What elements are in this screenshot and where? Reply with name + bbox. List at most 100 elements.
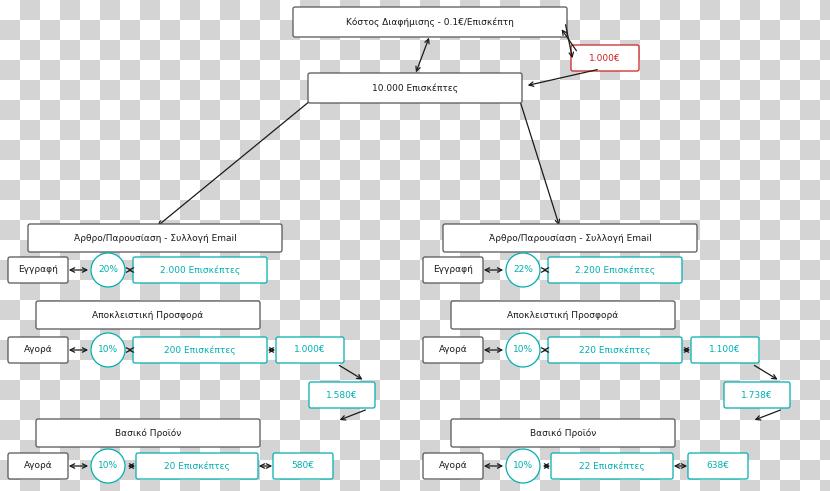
Bar bbox=[20, 220, 40, 240]
Bar bbox=[680, 280, 700, 300]
Bar bbox=[140, 180, 160, 200]
Bar bbox=[260, 460, 280, 480]
Bar bbox=[160, 240, 180, 260]
Bar bbox=[120, 180, 140, 200]
Bar bbox=[460, 300, 480, 320]
Bar bbox=[520, 440, 540, 460]
Bar bbox=[20, 380, 40, 400]
Bar bbox=[520, 420, 540, 440]
Bar bbox=[800, 440, 820, 460]
Bar bbox=[760, 120, 780, 140]
Bar bbox=[200, 340, 220, 360]
Bar bbox=[600, 380, 620, 400]
Bar bbox=[740, 120, 760, 140]
Bar bbox=[740, 360, 760, 380]
Bar bbox=[660, 100, 680, 120]
Bar bbox=[220, 460, 240, 480]
FancyBboxPatch shape bbox=[293, 7, 567, 37]
Bar bbox=[680, 360, 700, 380]
Bar bbox=[800, 80, 820, 100]
Bar bbox=[740, 400, 760, 420]
Bar bbox=[260, 120, 280, 140]
Bar bbox=[740, 380, 760, 400]
Bar bbox=[420, 220, 440, 240]
Bar bbox=[280, 240, 300, 260]
Bar bbox=[420, 320, 440, 340]
Text: 10%: 10% bbox=[98, 346, 118, 355]
Bar bbox=[60, 160, 80, 180]
Bar bbox=[0, 420, 20, 440]
Bar bbox=[80, 100, 100, 120]
Bar bbox=[780, 380, 800, 400]
Bar bbox=[180, 220, 200, 240]
Bar bbox=[180, 40, 200, 60]
Bar bbox=[300, 140, 320, 160]
Bar bbox=[460, 360, 480, 380]
Bar bbox=[160, 440, 180, 460]
Bar bbox=[500, 460, 520, 480]
Bar bbox=[540, 380, 560, 400]
Bar bbox=[660, 480, 680, 491]
Bar bbox=[680, 80, 700, 100]
Bar bbox=[80, 240, 100, 260]
Bar bbox=[420, 380, 440, 400]
Bar bbox=[680, 140, 700, 160]
Bar bbox=[180, 340, 200, 360]
Bar bbox=[140, 140, 160, 160]
Bar bbox=[20, 280, 40, 300]
Bar bbox=[500, 140, 520, 160]
Bar bbox=[20, 100, 40, 120]
Bar bbox=[100, 0, 120, 20]
Bar bbox=[0, 380, 20, 400]
Bar bbox=[0, 0, 20, 20]
Ellipse shape bbox=[506, 253, 540, 287]
Bar bbox=[400, 440, 420, 460]
Bar bbox=[260, 420, 280, 440]
Bar bbox=[440, 120, 460, 140]
Bar bbox=[800, 40, 820, 60]
Bar bbox=[660, 80, 680, 100]
Bar bbox=[400, 180, 420, 200]
Bar bbox=[160, 420, 180, 440]
Bar bbox=[420, 240, 440, 260]
Bar bbox=[60, 0, 80, 20]
Bar bbox=[200, 180, 220, 200]
Bar bbox=[720, 20, 740, 40]
Bar bbox=[520, 100, 540, 120]
Bar bbox=[340, 380, 360, 400]
Bar bbox=[460, 460, 480, 480]
Bar bbox=[520, 300, 540, 320]
Bar bbox=[680, 340, 700, 360]
Bar bbox=[520, 280, 540, 300]
Bar bbox=[220, 120, 240, 140]
Bar bbox=[260, 200, 280, 220]
Bar bbox=[760, 420, 780, 440]
Bar bbox=[760, 320, 780, 340]
Bar bbox=[380, 420, 400, 440]
Bar bbox=[660, 320, 680, 340]
Bar bbox=[500, 60, 520, 80]
Bar bbox=[0, 220, 20, 240]
Bar bbox=[360, 160, 380, 180]
Bar bbox=[760, 200, 780, 220]
Bar bbox=[680, 20, 700, 40]
Bar bbox=[0, 80, 20, 100]
Bar bbox=[820, 160, 830, 180]
Bar bbox=[460, 100, 480, 120]
Bar bbox=[400, 380, 420, 400]
Bar bbox=[580, 260, 600, 280]
Bar bbox=[540, 120, 560, 140]
Text: Αγορά: Αγορά bbox=[23, 346, 52, 355]
Bar bbox=[460, 80, 480, 100]
Bar bbox=[740, 200, 760, 220]
Bar bbox=[140, 240, 160, 260]
Bar bbox=[360, 340, 380, 360]
Bar bbox=[400, 280, 420, 300]
Bar bbox=[40, 0, 60, 20]
Bar bbox=[400, 140, 420, 160]
Bar bbox=[500, 240, 520, 260]
Bar bbox=[220, 340, 240, 360]
Bar bbox=[140, 260, 160, 280]
Bar bbox=[440, 400, 460, 420]
Bar bbox=[600, 40, 620, 60]
